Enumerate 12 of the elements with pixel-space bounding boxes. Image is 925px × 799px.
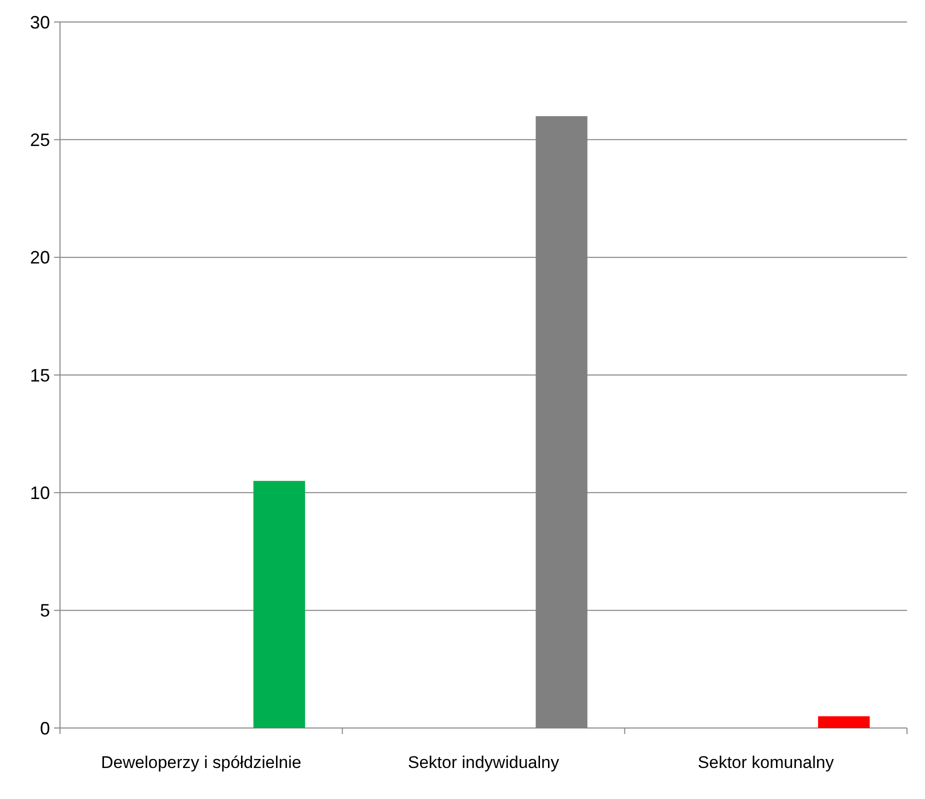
y-tick-label: 5 — [40, 600, 50, 621]
x-tick-label: Sektor indywidualny — [408, 753, 560, 772]
y-tick-label: 15 — [30, 365, 50, 386]
y-tick-label: 25 — [30, 130, 50, 150]
y-tick-label: 0 — [40, 718, 50, 738]
x-tick-label: Sektor komunalny — [698, 753, 834, 772]
y-tick-label: 20 — [30, 248, 50, 268]
bar — [253, 480, 306, 728]
bar — [818, 716, 870, 728]
y-tick-label: 30 — [30, 12, 50, 32]
y-tick-label: 10 — [30, 482, 50, 503]
x-tick-label: Deweloperzy i spółdzielnie — [101, 753, 302, 772]
